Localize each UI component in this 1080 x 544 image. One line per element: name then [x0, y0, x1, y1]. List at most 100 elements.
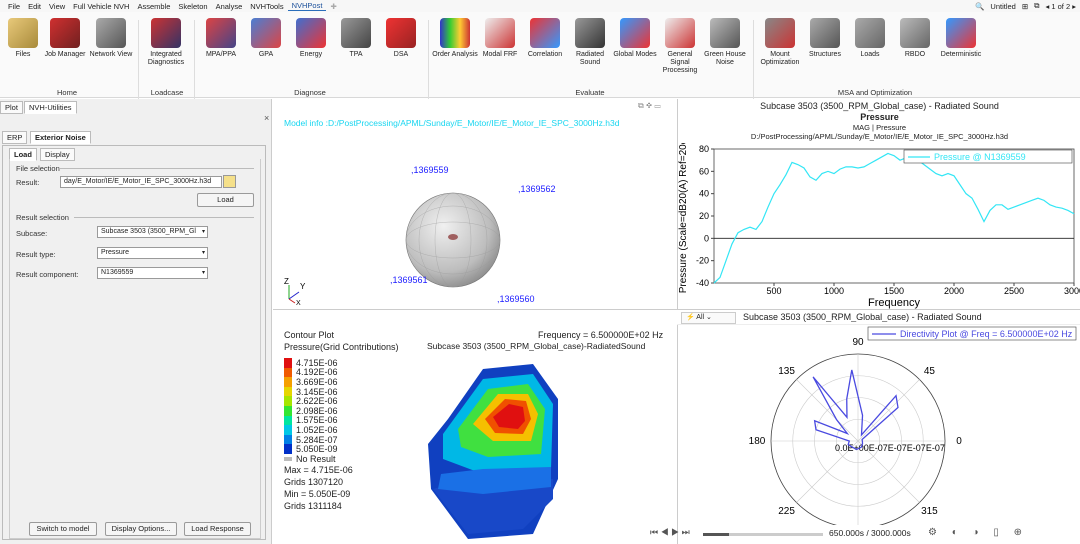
menu-full-vehicle-nvh[interactable]: Full Vehicle NVH: [73, 1, 130, 11]
order-analysis-button[interactable]: Order Analysis: [432, 12, 478, 59]
page-indicator[interactable]: ◂ 1 of 2 ▸: [1045, 1, 1076, 11]
group-home: Home: [56, 88, 77, 97]
mount-optimization-button[interactable]: Mount Optimization: [757, 12, 803, 67]
layout-icon[interactable]: ⊞: [1021, 1, 1029, 11]
close-icon[interactable]: ×: [264, 113, 270, 123]
tab-plot[interactable]: Plot: [0, 101, 23, 114]
open-folder-icon[interactable]: [223, 175, 236, 188]
line-chart-title: Subcase 3503 (3500_RPM_Global_case) - Ra…: [760, 101, 999, 111]
contour-legend: 4.715E-06 4.192E-06 3.669E-06 3.145E-06 2.62…: [284, 358, 338, 464]
legend-entry: 4.192E-06: [284, 367, 338, 378]
ribbon: Files Job Manager Network View Home Inte…: [0, 12, 1080, 102]
correlation-icon: [530, 18, 560, 48]
page-icon[interactable]: ⧉: [1034, 1, 1040, 10]
menu-bar: File Edit View Full Vehicle NVH Assemble…: [0, 0, 1080, 12]
playback-controls[interactable]: ⏮ ◀ ▶ ⏭: [650, 527, 690, 537]
polar-chart[interactable]: 045901351802252703150.0E+00E-07E-07E-07E…: [678, 325, 1080, 525]
modal-frf-icon: [485, 18, 515, 48]
switch-to-model-button[interactable]: Switch to model: [29, 522, 97, 536]
legend-swatch: [284, 367, 292, 378]
contour-model-view[interactable]: [423, 349, 573, 544]
radiated-sound-button[interactable]: Radiated Sound: [567, 12, 613, 67]
line-chart[interactable]: 80 60 40 20 0 -20 -40 500 1000 1500 2000 2500 3000 Fr…: [678, 143, 1080, 309]
menu-skeleton[interactable]: Skeleton: [178, 1, 208, 11]
window-tools-icon[interactable]: ⧉ ✥ ▭: [638, 101, 661, 110]
tpa-button[interactable]: TPA: [333, 12, 379, 59]
legend-label: 2.622E-06: [296, 396, 338, 407]
view-tools-icon[interactable]: ⚙ ◐ ◑ ▯ ⊕: [928, 527, 1029, 538]
playback-progress: [703, 533, 730, 536]
general-signal-processing-button[interactable]: General Signal Processing: [657, 12, 703, 75]
y-tick-label: 60: [699, 166, 709, 176]
menu-nvhtools[interactable]: NVHTools: [250, 1, 284, 11]
integrated-diagnostics-label: Integrated Diagnostics: [147, 51, 185, 66]
files-button[interactable]: Files: [0, 12, 46, 59]
tab-load[interactable]: Load: [9, 148, 37, 161]
contour-max-grid: Grids 1307120: [284, 477, 344, 487]
contour-min-grid: Grids 1311184: [284, 501, 342, 511]
axis-triad-icon: Z Y X: [284, 277, 306, 307]
tab-display[interactable]: Display: [40, 148, 75, 161]
contour-subcase: Subcase 3503 (3500_RPM_Global_case)-Radi…: [427, 341, 646, 351]
legend-entry: 2.098E-06: [284, 406, 338, 416]
tab-erp[interactable]: ERP: [2, 131, 28, 144]
load-button[interactable]: Load: [197, 193, 254, 207]
gpa-button[interactable]: GPA: [243, 12, 289, 59]
green-house-noise-button[interactable]: Green House Noise: [702, 12, 748, 67]
green-house-noise-label: Green House Noise: [704, 51, 746, 66]
result-component-select[interactable]: N1369559 ▾: [97, 267, 208, 279]
title-dropdown[interactable]: Untitled: [990, 1, 1016, 11]
integrated-diagnostics-button[interactable]: Integrated Diagnostics: [143, 12, 189, 67]
menu-assemble[interactable]: Assemble: [137, 1, 171, 11]
menu-view[interactable]: View: [49, 1, 66, 11]
menu-edit[interactable]: Edit: [28, 1, 42, 11]
load-frame: [9, 159, 261, 539]
menu-nvhpost[interactable]: NVHPost: [287, 1, 327, 11]
playback-slider[interactable]: [703, 533, 823, 536]
polar-spoke: [857, 440, 920, 503]
legend-entry: 2.622E-06: [284, 396, 338, 406]
plot-frame: [713, 148, 1075, 284]
tab-nvh-utilities[interactable]: NVH-Utilities: [24, 101, 77, 114]
modal-frf-button[interactable]: Modal FRF: [477, 12, 523, 59]
global-modes-button[interactable]: Global Modes: [612, 12, 658, 59]
x-tick-label: 1000: [824, 286, 844, 296]
add-tab-icon[interactable]: ✚: [330, 1, 337, 11]
mpa-ppa-button[interactable]: MPA/PPA: [198, 12, 244, 59]
structures-button[interactable]: Structures: [802, 12, 848, 59]
job-manager-button[interactable]: Job Manager: [42, 12, 88, 59]
ribbon-separator: [428, 20, 429, 102]
search-icon[interactable]: 🔍: [975, 1, 985, 11]
filter-dropdown[interactable]: ⚡ All ⌄: [681, 312, 736, 324]
menu-file[interactable]: File: [8, 1, 21, 11]
rbdo-button[interactable]: RBDO: [892, 12, 938, 59]
divider: [74, 217, 254, 218]
result-type-select[interactable]: Pressure ▾: [97, 247, 208, 259]
result-file-field[interactable]: day/E_Motor/IE/E_Motor_IE_SPC_3000Hz.h3d: [60, 176, 222, 188]
tab-exterior-noise[interactable]: Exterior Noise: [30, 131, 91, 144]
svg-text:Y: Y: [300, 282, 306, 291]
series-line: [713, 152, 1075, 284]
display-options-button[interactable]: Display Options...: [105, 522, 177, 536]
loads-icon: [855, 18, 885, 48]
loads-button[interactable]: Loads: [847, 12, 893, 59]
deterministic-button[interactable]: Deterministic: [937, 12, 985, 59]
x-tick-label: 2000: [944, 286, 964, 296]
legend-swatch: [284, 456, 292, 461]
folder-icon: [8, 18, 38, 48]
energy-car-icon: [296, 18, 326, 48]
load-response-button[interactable]: Load Response: [184, 522, 251, 536]
legend-entry: 3.145E-06: [284, 387, 338, 397]
x-tick-label: 1500: [884, 286, 904, 296]
subcase-select[interactable]: Subcase 3503 (3500_RPM_Gl ▾: [97, 226, 208, 238]
dsa-button[interactable]: DSA: [378, 12, 424, 59]
network-view-button[interactable]: Network View: [88, 12, 134, 59]
menu-analyse[interactable]: Analyse: [215, 1, 243, 11]
energy-button[interactable]: Energy: [288, 12, 334, 59]
model-view[interactable]: Z Y X: [273, 139, 678, 309]
signal-processing-icon: [665, 18, 695, 48]
correlation-button[interactable]: Correlation: [522, 12, 568, 59]
chevron-down-icon: ▾: [201, 229, 205, 235]
order-analysis-icon: [440, 18, 470, 48]
angle-tick-label: 135: [778, 366, 795, 377]
